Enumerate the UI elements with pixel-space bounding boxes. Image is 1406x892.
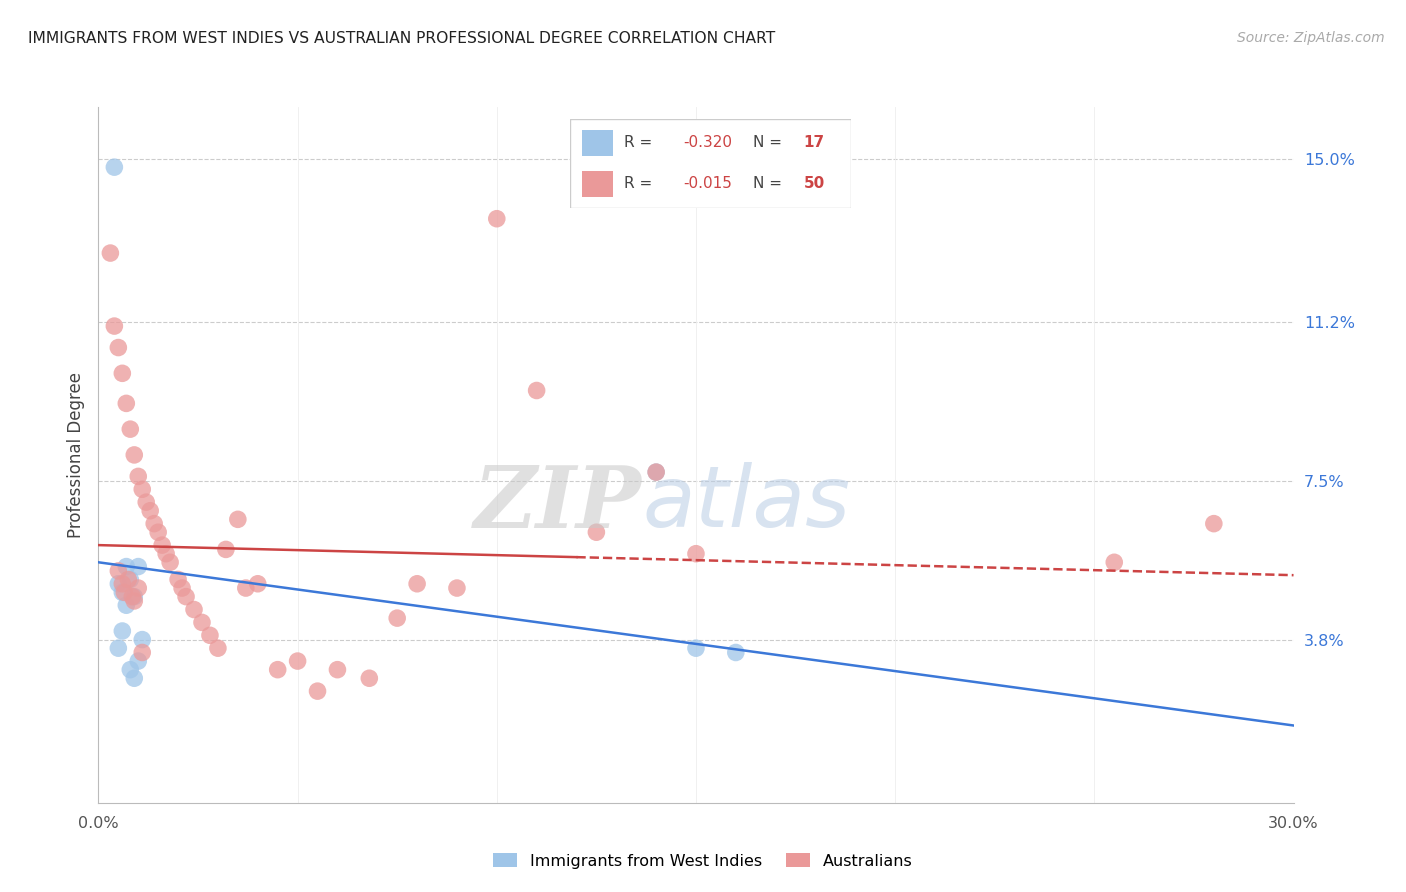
Point bbox=[150, 538, 173, 552]
Point bbox=[143, 516, 166, 531]
Point bbox=[111, 367, 134, 381]
Legend: Immigrants from West Indies, Australians: Immigrants from West Indies, Australians bbox=[486, 847, 920, 875]
Point bbox=[112, 585, 135, 599]
Point bbox=[121, 590, 143, 604]
Point bbox=[174, 590, 197, 604]
Point bbox=[526, 384, 548, 398]
Point bbox=[685, 547, 707, 561]
Point bbox=[724, 645, 747, 659]
Point bbox=[124, 594, 146, 608]
Point bbox=[124, 448, 146, 462]
Point bbox=[120, 573, 142, 587]
Point bbox=[107, 576, 129, 591]
Point bbox=[120, 422, 142, 436]
Point bbox=[235, 581, 257, 595]
Point bbox=[115, 599, 138, 613]
Point bbox=[287, 654, 309, 668]
Point bbox=[645, 465, 668, 479]
Point bbox=[645, 465, 668, 479]
Point bbox=[226, 512, 249, 526]
Point bbox=[107, 564, 129, 578]
Point bbox=[159, 555, 181, 569]
Point bbox=[385, 611, 409, 625]
Point bbox=[103, 319, 125, 334]
Point bbox=[485, 211, 508, 226]
Text: Source: ZipAtlas.com: Source: ZipAtlas.com bbox=[1237, 31, 1385, 45]
Text: atlas: atlas bbox=[643, 462, 851, 545]
Point bbox=[98, 246, 122, 260]
Point bbox=[139, 504, 162, 518]
Point bbox=[183, 602, 205, 616]
Point bbox=[135, 495, 157, 509]
Point bbox=[127, 654, 149, 668]
Point bbox=[1104, 555, 1126, 569]
Point bbox=[124, 590, 146, 604]
Point bbox=[1202, 516, 1225, 531]
Point bbox=[111, 585, 134, 599]
Point bbox=[115, 396, 138, 410]
Point bbox=[326, 663, 349, 677]
Point bbox=[131, 645, 153, 659]
Point bbox=[117, 573, 139, 587]
Point bbox=[167, 573, 190, 587]
Point bbox=[406, 576, 429, 591]
Text: ZIP: ZIP bbox=[474, 462, 643, 545]
Point bbox=[111, 576, 134, 591]
Point bbox=[127, 559, 149, 574]
Point bbox=[148, 525, 170, 540]
Point bbox=[191, 615, 214, 630]
Point bbox=[446, 581, 468, 595]
Point bbox=[585, 525, 607, 540]
Point bbox=[107, 341, 129, 355]
Point bbox=[131, 483, 153, 497]
Point bbox=[307, 684, 329, 698]
Point bbox=[107, 641, 129, 656]
Point bbox=[127, 469, 149, 483]
Point bbox=[131, 632, 153, 647]
Point bbox=[172, 581, 194, 595]
Text: IMMIGRANTS FROM WEST INDIES VS AUSTRALIAN PROFESSIONAL DEGREE CORRELATION CHART: IMMIGRANTS FROM WEST INDIES VS AUSTRALIA… bbox=[28, 31, 775, 46]
Point bbox=[115, 559, 138, 574]
Point bbox=[103, 160, 125, 174]
Point bbox=[127, 581, 149, 595]
Point bbox=[198, 628, 221, 642]
Y-axis label: Professional Degree: Professional Degree bbox=[66, 372, 84, 538]
Point bbox=[246, 576, 269, 591]
Point bbox=[267, 663, 290, 677]
Point bbox=[120, 663, 142, 677]
Point bbox=[359, 671, 381, 685]
Point bbox=[155, 547, 177, 561]
Point bbox=[215, 542, 238, 557]
Point bbox=[207, 641, 229, 656]
Point bbox=[124, 671, 146, 685]
Point bbox=[111, 624, 134, 638]
Point bbox=[685, 641, 707, 656]
